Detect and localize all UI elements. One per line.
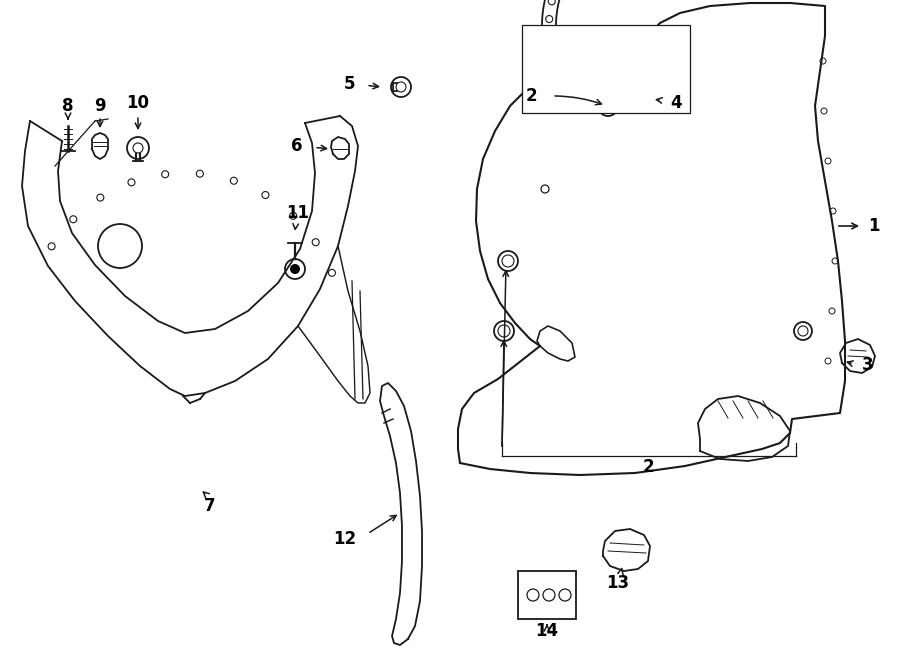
Text: 10: 10 <box>127 94 149 112</box>
Text: 14: 14 <box>536 622 559 640</box>
Text: 9: 9 <box>94 97 106 115</box>
Text: 3: 3 <box>862 356 874 374</box>
Bar <box>518 571 576 619</box>
Text: 1: 1 <box>868 217 879 235</box>
Text: 4: 4 <box>670 94 681 112</box>
Text: 5: 5 <box>344 75 355 93</box>
Text: 12: 12 <box>333 530 356 548</box>
Text: 2: 2 <box>526 87 536 105</box>
Text: 2: 2 <box>643 458 653 476</box>
Bar <box>522 25 690 113</box>
Circle shape <box>290 264 300 274</box>
Text: 7: 7 <box>204 497 216 515</box>
Text: 13: 13 <box>607 574 630 592</box>
Text: 6: 6 <box>291 137 302 155</box>
Text: 11: 11 <box>286 204 310 222</box>
Text: 8: 8 <box>62 97 74 115</box>
